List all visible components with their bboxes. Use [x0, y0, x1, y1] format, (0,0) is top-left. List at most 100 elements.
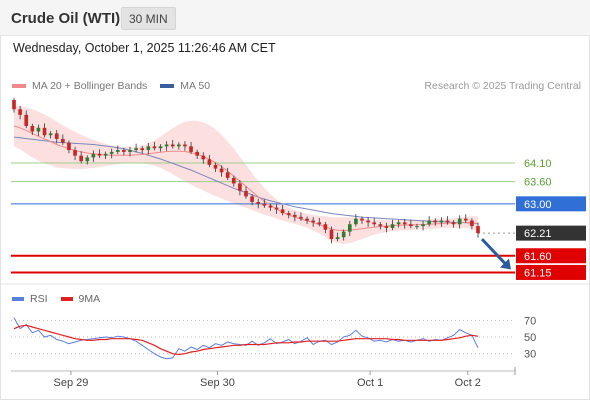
candle-body — [323, 224, 328, 230]
rsi-ma-line — [13, 324, 479, 356]
candle-body — [158, 146, 163, 149]
candle-body — [195, 151, 199, 156]
candle-body — [335, 237, 340, 240]
bollinger-band — [14, 105, 478, 244]
legend-rsi: RSI — [12, 293, 48, 305]
candle-body — [54, 133, 59, 139]
candle-body — [73, 150, 77, 156]
rsi-tick-label-70: 70 — [524, 315, 536, 327]
candle-body — [372, 222, 377, 225]
x-tick-label-0: Sep 29 — [54, 377, 89, 389]
legend-9ma: 9MA — [60, 293, 101, 305]
forecast-arrow-head — [500, 258, 511, 270]
research-credit: Research © 2025 Trading Central — [424, 80, 581, 92]
candle-body — [201, 155, 206, 160]
candle-body — [384, 226, 389, 228]
candle-body — [122, 150, 126, 152]
support-label-4: 61.60 — [524, 251, 552, 263]
candle-body — [12, 100, 16, 110]
candle-body — [48, 133, 53, 136]
ma50-swatch — [160, 84, 175, 88]
candle-body — [317, 222, 322, 225]
x-tick-label-1: Sep 30 — [200, 377, 235, 389]
instrument-title: Crude Oil (WTI) — [11, 10, 121, 27]
candle-body — [445, 220, 450, 223]
legend-9ma-label: 9MA — [78, 293, 101, 305]
candle-body — [164, 144, 169, 147]
candle-body — [128, 150, 132, 152]
candle-body — [390, 224, 395, 228]
candle-body — [311, 220, 315, 223]
candle-body — [299, 216, 303, 219]
candle-body — [360, 218, 364, 221]
pivot-label-bg-2 — [516, 196, 586, 212]
candle-body — [103, 153, 108, 156]
candle-body — [347, 224, 352, 232]
candle-body — [457, 218, 462, 225]
candle-body — [213, 164, 218, 169]
candle-body — [231, 177, 236, 184]
current-price-label-bg-3 — [516, 225, 586, 241]
support-label-5: 61.15 — [524, 267, 552, 279]
candle-body — [109, 151, 114, 154]
rsi-tick-label-30: 30 — [524, 349, 536, 361]
candle-body — [262, 203, 267, 206]
candle-body — [396, 222, 401, 225]
candle-body — [354, 218, 358, 225]
candle-body — [91, 153, 96, 158]
candle-body — [152, 146, 157, 149]
candle-body — [134, 148, 138, 151]
candle-body — [268, 205, 273, 208]
candle-body — [433, 220, 438, 223]
pivot-label-2: 63.00 — [524, 199, 552, 211]
candle-body — [470, 220, 474, 227]
candle-body — [293, 214, 297, 217]
candle-body — [67, 142, 71, 151]
legend-ma20: MA 20 + Bollinger Bands — [12, 80, 147, 92]
candle-body — [115, 150, 120, 152]
candle-body — [225, 172, 230, 178]
legend-ma50: MA 50 — [160, 80, 210, 92]
candle-body — [85, 157, 90, 162]
candle-body — [183, 144, 187, 147]
candle-body — [244, 190, 248, 197]
candle-body — [341, 231, 346, 238]
candle-body — [177, 144, 181, 147]
rsi-legend: RSI 9MA — [12, 293, 113, 305]
support-label-bg-4 — [516, 248, 586, 264]
candle-body — [219, 168, 224, 173]
candle-body — [463, 218, 468, 221]
x-tick-label-3: Oct 2 — [455, 377, 481, 389]
candle-body — [256, 201, 261, 204]
header-bar: Crude Oil (WTI) 30 MIN — [0, 0, 590, 36]
candle-body — [36, 127, 41, 132]
candle-body — [427, 220, 431, 225]
candle-body — [286, 213, 291, 215]
ma20-swatch — [12, 84, 26, 88]
interval-selector[interactable]: 30 MIN — [121, 7, 176, 30]
candle-body — [274, 207, 279, 210]
candle-body — [409, 224, 413, 227]
candle-body — [97, 153, 102, 156]
candle-body — [42, 127, 47, 136]
candle-body — [250, 196, 254, 202]
candle-body — [378, 224, 383, 227]
candle-body — [366, 220, 370, 223]
candle-body — [24, 114, 29, 126]
candle-body — [140, 148, 145, 151]
current-price-label-3: 62.21 — [524, 228, 552, 240]
x-tick-label-2: Oct 1 — [357, 377, 383, 389]
legend-ma50-label: MA 50 — [180, 80, 211, 92]
candle-body — [146, 146, 151, 151]
timestamp: Wednesday, October 1, 2025 11:26:46 AM C… — [13, 41, 276, 55]
candle-body — [415, 226, 419, 228]
resistance-label-0: 64.10 — [524, 158, 552, 170]
candle-body — [280, 209, 285, 214]
candle-body — [238, 183, 242, 191]
price-legend: MA 20 + Bollinger Bands MA 50 — [12, 80, 223, 92]
ma20-line — [13, 125, 479, 232]
candle-body — [305, 218, 309, 221]
candle-body — [451, 222, 456, 225]
legend-rsi-label: RSI — [30, 293, 48, 305]
